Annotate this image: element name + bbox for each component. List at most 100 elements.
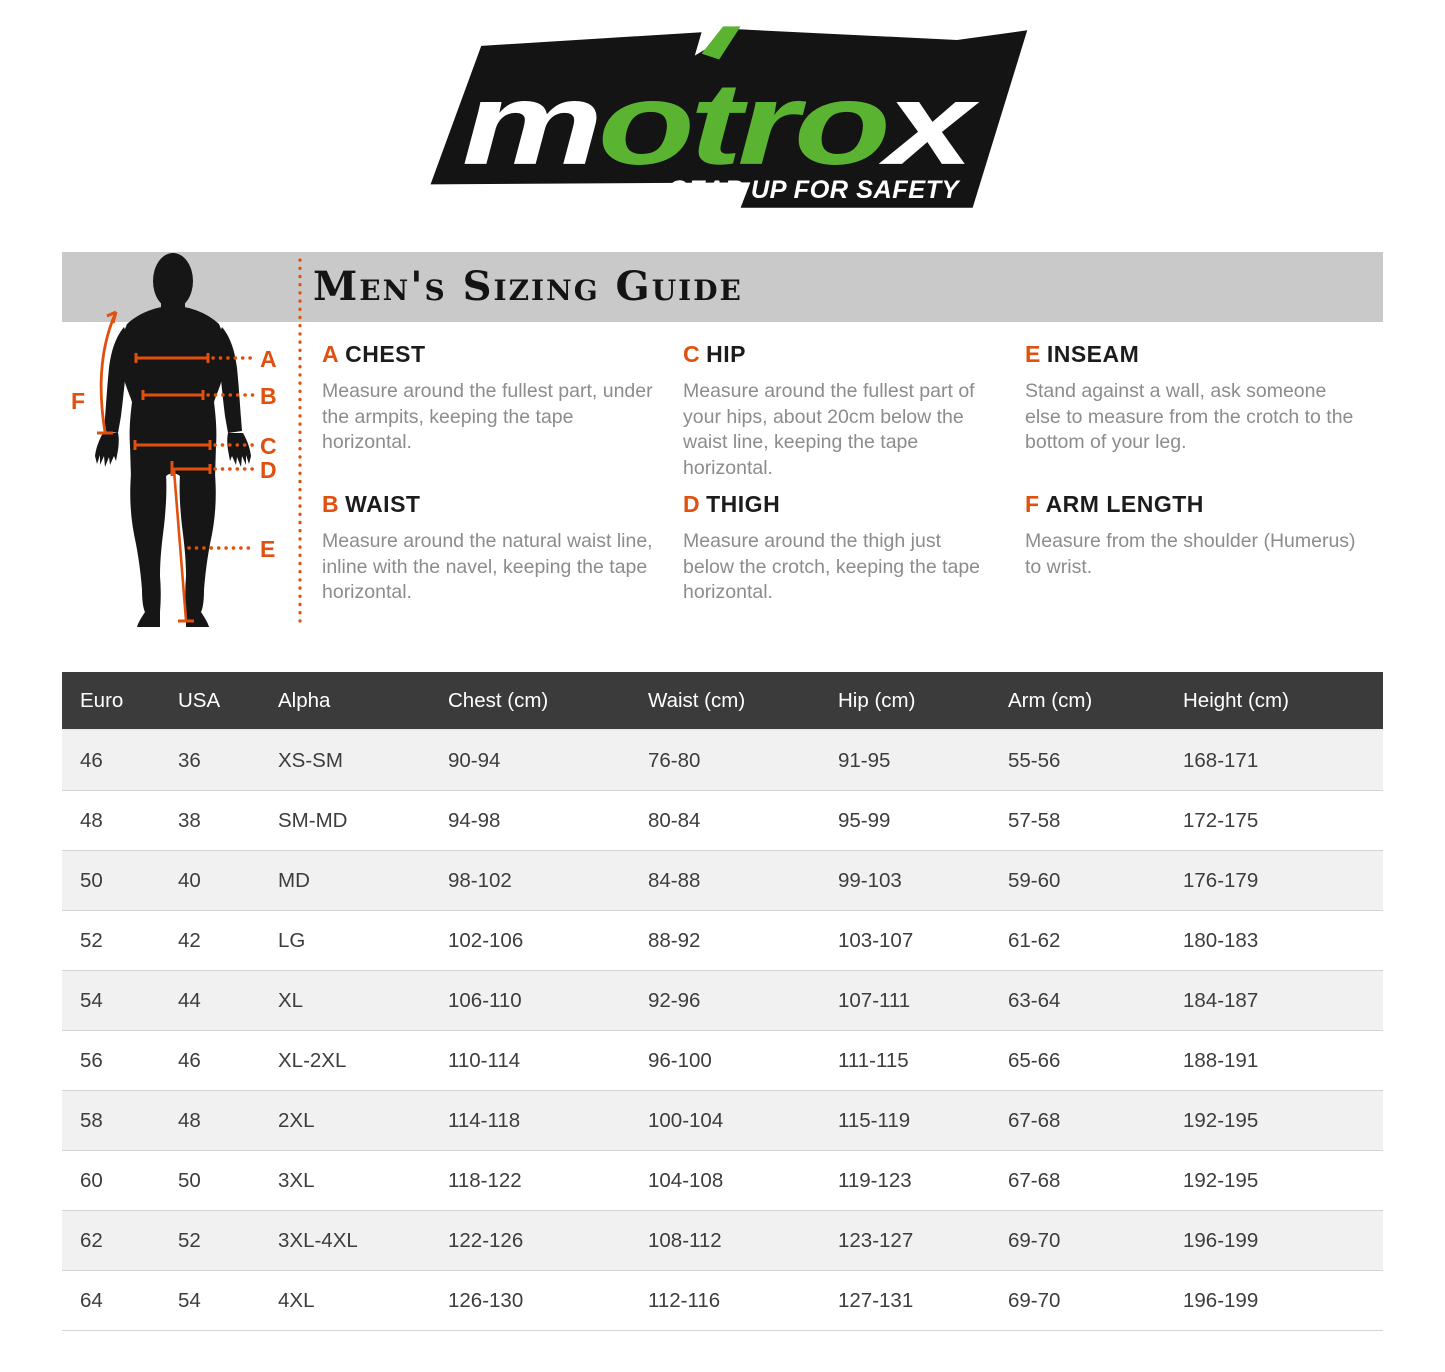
measure-description: Measure around the fullest part, under t… [322,380,653,453]
cell-euro: 62 [62,1210,160,1271]
cell-euro: 60 [62,1150,160,1211]
hip-measure-line [133,440,255,450]
cell-height: 192-195 [1165,1090,1383,1151]
measure-letter: A [322,341,340,367]
cell-height: 196-199 [1165,1210,1383,1271]
measurement-hip: C HIP Measure around the fullest part of … [683,341,1025,491]
table-row: 54 44 XL 106-110 92-96 107-111 63-64 184… [62,970,1383,1031]
cell-waist: 104-108 [630,1150,820,1211]
cell-arm: 63-64 [990,970,1165,1031]
measurement-chest: A CHEST Measure around the fullest part, … [322,341,683,491]
cell-hip: 123-127 [820,1210,990,1271]
cell-alpha: MD [260,850,430,911]
cell-arm: 65-66 [990,1030,1165,1091]
size-table-body: 46 36 XS-SM 90-94 76-80 91-95 55-56 168-… [62,729,1383,1331]
measurement-descriptions: A CHEST Measure around the fullest part, … [322,341,1388,606]
cell-hip: 127-131 [820,1270,990,1331]
cell-euro: 54 [62,970,160,1031]
cell-chest: 118-122 [430,1150,630,1211]
cell-alpha: SM-MD [260,790,430,851]
cell-height: 176-179 [1165,850,1383,911]
figure-label-d: D [260,457,277,483]
table-header-row: Euro USA Alpha Chest (cm) Waist (cm) Hip (cm)… [62,672,1383,731]
cell-height: 184-187 [1165,970,1383,1031]
brand-wordmark: m otro x [462,58,981,189]
cell-hip: 111-115 [820,1030,990,1091]
measurement-thigh: D THIGH Measure around the thigh just bel… [683,491,1025,606]
cell-alpha: 3XL-4XL [260,1210,430,1271]
cell-height: 172-175 [1165,790,1383,851]
body-measurement-figure: A B C D E F [71,253,302,630]
measure-name: ARM LENGTH [1045,491,1204,517]
measure-description: Measure around the natural waist line, i… [322,530,653,603]
cell-chest: 122-126 [430,1210,630,1271]
cell-height: 192-195 [1165,1150,1383,1211]
cell-usa: 48 [160,1090,260,1151]
cell-alpha: 2XL [260,1090,430,1151]
page-title: Men's Sizing Guide [313,263,743,310]
table-row: 48 38 SM-MD 94-98 80-84 95-99 57-58 172-… [62,790,1383,851]
cell-waist: 88-92 [630,910,820,971]
cell-waist: 76-80 [630,729,820,791]
size-chart-table: Euro USA Alpha Chest (cm) Waist (cm) Hip (cm)… [62,672,1383,1331]
measure-name: THIGH [706,491,781,517]
cell-hip: 91-95 [820,729,990,791]
cell-height: 180-183 [1165,910,1383,971]
cell-chest: 114-118 [430,1090,630,1151]
brand-logo: m otro x GEAR UP FOR SAFETY [430,26,1028,208]
cell-usa: 46 [160,1030,260,1091]
cell-usa: 44 [160,970,260,1031]
cell-height: 168-171 [1165,729,1383,791]
cell-chest: 126-130 [430,1270,630,1331]
table-row: 64 54 4XL 126-130 112-116 127-131 69-70 … [62,1270,1383,1331]
column-header: Arm (cm) [990,672,1165,731]
cell-arm: 59-60 [990,850,1165,911]
cell-euro: 52 [62,910,160,971]
figure-label-f: F [71,388,85,414]
cell-chest: 94-98 [430,790,630,851]
cell-waist: 92-96 [630,970,820,1031]
table-row: 62 52 3XL-4XL 122-126 108-112 123-127 69… [62,1210,1383,1271]
table-row: 46 36 XS-SM 90-94 76-80 91-95 55-56 168-… [62,729,1383,791]
measure-description: Measure around the fullest part of your … [683,380,975,479]
chest-measure-line [134,353,255,363]
cell-arm: 69-70 [990,1270,1165,1331]
cell-chest: 98-102 [430,850,630,911]
cell-alpha: XS-SM [260,729,430,791]
cell-usa: 40 [160,850,260,911]
cell-height: 196-199 [1165,1270,1383,1331]
cell-alpha: XL-2XL [260,1030,430,1091]
measure-letter: C [683,341,701,367]
cell-usa: 36 [160,729,260,791]
table-row: 60 50 3XL 118-122 104-108 119-123 67-68 … [62,1150,1383,1211]
cell-hip: 103-107 [820,910,990,971]
cell-euro: 46 [62,729,160,791]
cell-chest: 110-114 [430,1030,630,1091]
cell-usa: 38 [160,790,260,851]
measure-name: WAIST [345,491,421,517]
table-row: 50 40 MD 98-102 84-88 99-103 59-60 176-1… [62,850,1383,911]
measure-letter: F [1025,491,1040,517]
measure-letter: B [322,491,340,517]
cell-arm: 67-68 [990,1150,1165,1211]
figure-label-a: A [260,346,277,372]
measure-name: CHEST [345,341,426,367]
column-header: Euro [62,672,160,731]
measurement-arm-length: F ARM LENGTH Measure from the shoulder (H… [1025,491,1388,606]
cell-waist: 80-84 [630,790,820,851]
column-header: Alpha [260,672,430,731]
figure-label-c: C [260,433,277,459]
inseam-measure-line [172,469,255,623]
column-header: Height (cm) [1165,672,1383,731]
cell-waist: 112-116 [630,1270,820,1331]
cell-hip: 95-99 [820,790,990,851]
cell-usa: 54 [160,1270,260,1331]
cell-chest: 102-106 [430,910,630,971]
cell-arm: 69-70 [990,1210,1165,1271]
arm-length-measure-arc [97,310,118,435]
cell-usa: 52 [160,1210,260,1271]
cell-waist: 100-104 [630,1090,820,1151]
cell-alpha: LG [260,910,430,971]
cell-hip: 119-123 [820,1150,990,1211]
